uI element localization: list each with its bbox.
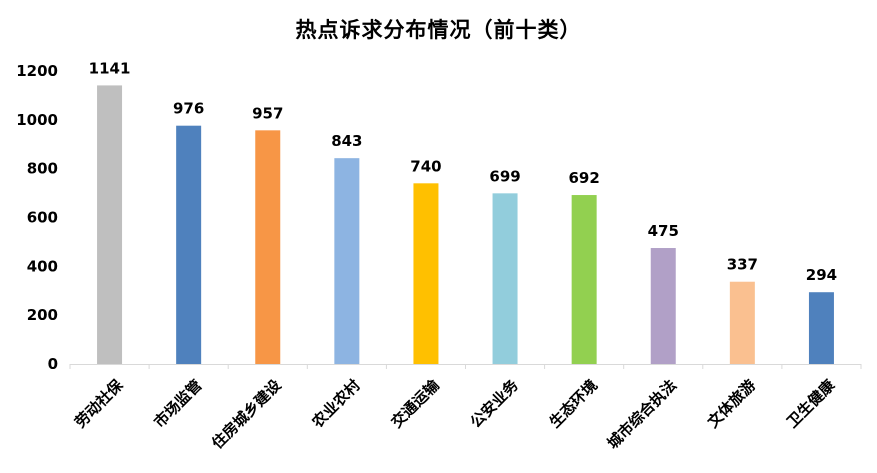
bar: [255, 130, 281, 364]
x-tick-label: 交通运输: [388, 375, 444, 431]
data-label: 475: [648, 222, 679, 240]
bar: [571, 195, 597, 364]
bar: [97, 85, 123, 365]
x-axis: [69, 364, 862, 369]
bar: [492, 193, 518, 364]
bar: [650, 248, 676, 364]
data-label: 740: [410, 157, 441, 175]
bar: [176, 125, 202, 365]
x-tick-label: 公安业务: [467, 375, 523, 431]
bar: [729, 281, 755, 364]
data-label: 843: [331, 132, 362, 150]
y-tick-label: 400: [27, 257, 58, 275]
data-label: 699: [489, 167, 520, 185]
data-label: 1141: [89, 59, 131, 77]
data-label: 957: [252, 104, 283, 122]
x-tick-label: 住房城乡建设: [208, 376, 284, 452]
y-tick-label: 200: [27, 306, 58, 324]
bar: [413, 183, 439, 364]
y-tick-label: 600: [27, 209, 58, 227]
data-label: 337: [727, 256, 758, 274]
y-tick-label: 1000: [16, 111, 58, 129]
x-tick-label: 生态环境: [546, 376, 601, 431]
y-tick-label: 1200: [16, 62, 58, 80]
x-tick-label: 市场监管: [150, 376, 205, 431]
y-tick-label: 800: [27, 160, 58, 178]
x-tick-label: 城市综合执法: [604, 376, 680, 452]
chart-title: 热点诉求分布情况（前十类）: [295, 18, 582, 42]
x-tick-label: 文体旅游: [704, 376, 759, 431]
data-label: 294: [806, 266, 837, 284]
bar: [334, 158, 360, 364]
x-tick-label: 卫生健康: [783, 375, 839, 431]
x-tick-label: 农业农村: [308, 376, 364, 432]
x-tick-label: 劳动社保: [71, 375, 127, 431]
bar: [808, 292, 834, 364]
y-tick-label: 0: [48, 355, 58, 373]
value-labels: 1141 976 957 843 740 699 692 475 337 294: [89, 59, 837, 284]
bars: [97, 85, 834, 365]
category-labels: 劳动社保 市场监管 住房城乡建设 农业农村 交通运输 公安业务 生态环境 城市综合执法 文体旅游…: [71, 375, 839, 452]
y-axis: 0 200 400 600 800 1000 1200: [16, 62, 58, 373]
data-label: 976: [173, 100, 204, 118]
data-label: 692: [568, 169, 599, 187]
